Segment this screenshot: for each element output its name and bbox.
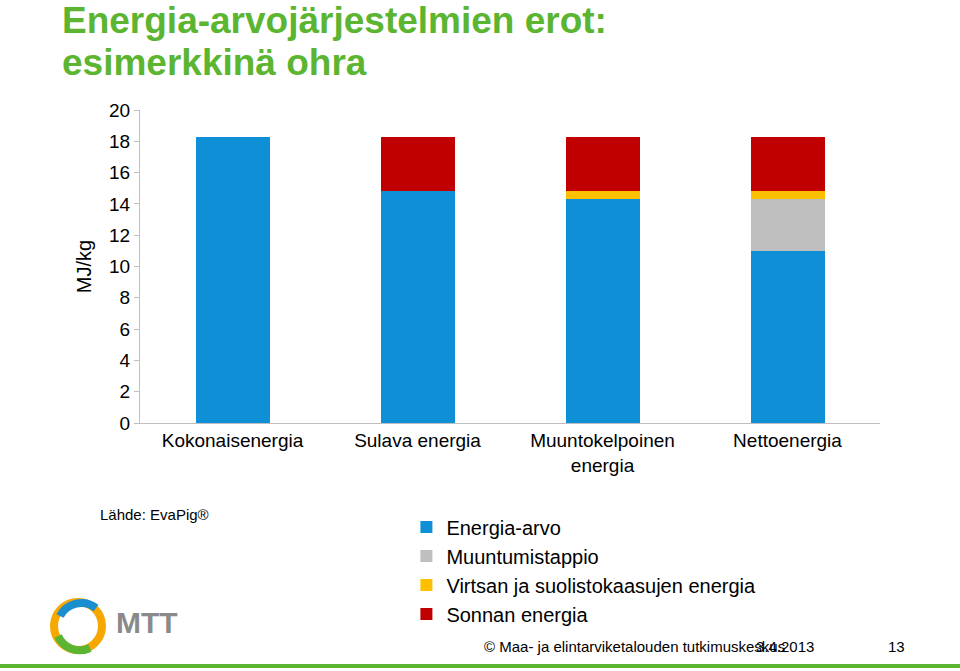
svg-text:20: 20 <box>109 100 130 121</box>
html-text:Lähde: EvaPig®: Lähde: EvaPig® <box>100 506 209 523</box>
svg-text:18: 18 <box>109 131 130 152</box>
svg-text:Sulava energia: Sulava energia <box>354 430 481 451</box>
svg-text:4: 4 <box>120 350 131 371</box>
svg-text:10: 10 <box>109 256 130 277</box>
html-text:3.4.2013: 3.4.2013 <box>756 638 815 655</box>
svg-text:8: 8 <box>120 287 131 308</box>
svg-text:Muuntumistappio: Muuntumistappio <box>446 546 598 568</box>
svg-text:Muuntokelpoinenenergia: Muuntokelpoinenenergia <box>530 430 675 476</box>
svg-text:Sonnan energia: Sonnan energia <box>446 604 588 626</box>
svg-text:14: 14 <box>109 194 131 215</box>
svg-text:0: 0 <box>120 413 131 434</box>
html-text:Energia-arvojärjestelmien erot: Energia-arvojärjestelmien erot: esimerkk… <box>62 0 607 83</box>
svg-text:6: 6 <box>120 319 131 340</box>
svg-text:Energia-arvo: Energia-arvo <box>446 517 561 539</box>
html-text:© Maa- ja elintarviketalouden: © Maa- ja elintarviketalouden tutkimuske… <box>484 638 786 655</box>
svg-text:Virtsan ja suolistokaasujen en: Virtsan ja suolistokaasujen energia <box>446 575 756 597</box>
svg-text:Kokonaisenergia: Kokonaisenergia <box>162 430 304 451</box>
svg-text:2: 2 <box>120 381 131 402</box>
html-text:MTT: MTT <box>116 606 178 639</box>
svg-text:16: 16 <box>109 162 130 183</box>
svg-text:12: 12 <box>109 225 130 246</box>
svg-text:MJ/kg: MJ/kg <box>73 240 95 293</box>
svg-text:Nettoenergia: Nettoenergia <box>733 430 842 451</box>
html-text:13: 13 <box>888 638 905 655</box>
